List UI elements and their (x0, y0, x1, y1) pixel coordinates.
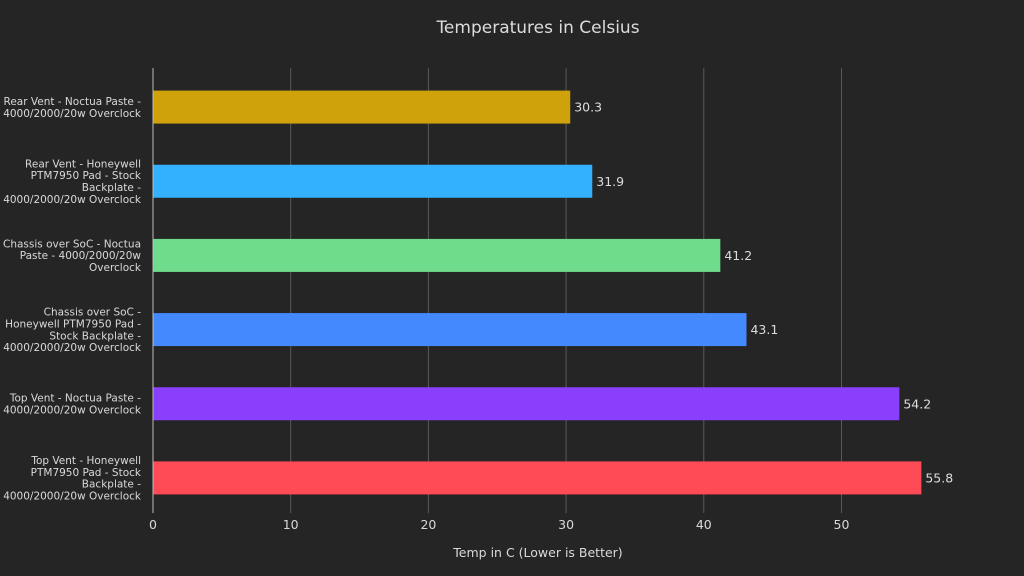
bar-3 (153, 313, 747, 347)
category-label-line: Backplate - (82, 182, 141, 194)
value-label-3: 43.1 (750, 322, 778, 337)
value-label-2: 41.2 (724, 248, 752, 263)
category-label-line: Paste - 4000/2000/20w (20, 250, 142, 262)
value-labels: 30.3 31.9 41.2 43.1 54.2 55.8 (574, 100, 953, 486)
x-tick-label: 10 (283, 517, 299, 532)
x-tick-label: 50 (834, 517, 850, 532)
category-label-line: Top Vent - Noctua Paste - (9, 393, 141, 405)
bar-1 (153, 164, 593, 198)
category-label-line: Rear Vent - Honeywell (25, 158, 141, 170)
x-tick-label: 30 (558, 517, 574, 532)
chart-title: Temperatures in Celsius (435, 18, 639, 38)
category-label-line: PTM7950 Pad - Stock (31, 170, 142, 182)
category-label-line: Honeywell PTM7950 Pad - (5, 318, 141, 330)
category-label-line: Backplate - (82, 479, 141, 491)
x-tick-label: 40 (696, 517, 712, 532)
category-label-line: Top Vent - Honeywell (30, 455, 141, 467)
category-label-line: 4000/2000/20w Overclock (3, 194, 142, 206)
bar-2 (153, 238, 721, 272)
category-label-4: Top Vent - Noctua Paste -4000/2000/20w O… (3, 393, 142, 417)
category-label-line: Stock Backplate - (49, 330, 141, 342)
category-label-line: Rear Vent - Noctua Paste - (4, 96, 142, 108)
x-tick-label: 20 (420, 517, 436, 532)
category-label-line: 4000/2000/20w Overclock (3, 108, 142, 120)
bar-4 (153, 387, 900, 421)
value-label-4: 54.2 (903, 396, 931, 411)
category-label-line: Chassis over SoC - (44, 307, 142, 319)
category-labels: Rear Vent - Noctua Paste -4000/2000/20w … (3, 96, 142, 502)
category-label-line: 4000/2000/20w Overclock (3, 490, 142, 502)
category-label-3: Chassis over SoC -Honeywell PTM7950 Pad … (3, 307, 142, 354)
category-label-line: Overclock (89, 262, 142, 274)
value-label-5: 55.8 (925, 470, 953, 485)
category-label-line: PTM7950 Pad - Stock (31, 467, 142, 479)
x-tick-label: 0 (149, 517, 157, 532)
x-axis-title: Temp in C (Lower is Better) (452, 545, 622, 560)
bars (153, 90, 922, 495)
gridlines (290, 68, 842, 513)
value-label-0: 30.3 (574, 100, 602, 115)
bar-5 (153, 461, 922, 495)
x-tick-labels: 0 10 20 30 40 50 (149, 517, 849, 532)
category-label-0: Rear Vent - Noctua Paste -4000/2000/20w … (3, 96, 142, 120)
bar-0 (153, 90, 571, 124)
category-label-line: Chassis over SoC - Noctua (3, 238, 141, 250)
category-label-line: 4000/2000/20w Overclock (3, 404, 142, 416)
value-label-1: 31.9 (596, 174, 624, 189)
category-label-line: 4000/2000/20w Overclock (3, 342, 142, 354)
